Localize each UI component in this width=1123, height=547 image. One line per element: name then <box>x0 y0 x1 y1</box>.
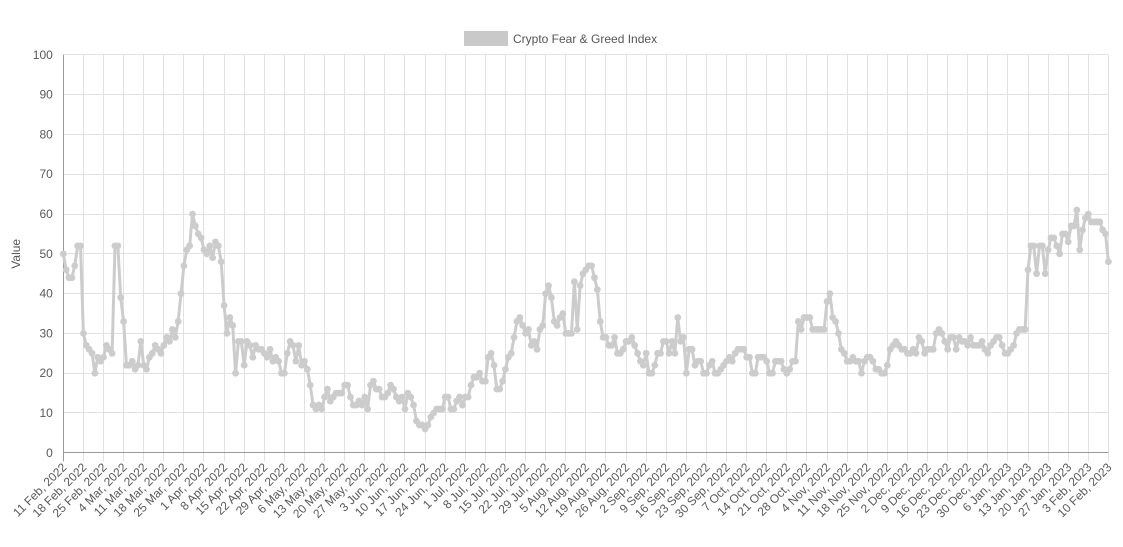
svg-text:80: 80 <box>39 127 53 141</box>
svg-text:20: 20 <box>39 366 53 380</box>
svg-text:50: 50 <box>39 247 53 261</box>
svg-text:60: 60 <box>39 207 53 221</box>
svg-text:Value: Value <box>9 239 23 269</box>
svg-text:Crypto Fear & Greed Index: Crypto Fear & Greed Index <box>513 32 657 46</box>
svg-text:70: 70 <box>39 167 53 181</box>
svg-text:40: 40 <box>39 287 53 301</box>
svg-text:30: 30 <box>39 326 53 340</box>
svg-text:10: 10 <box>39 406 53 420</box>
svg-text:100: 100 <box>33 48 53 62</box>
svg-text:90: 90 <box>39 88 53 102</box>
svg-text:0: 0 <box>46 446 53 460</box>
